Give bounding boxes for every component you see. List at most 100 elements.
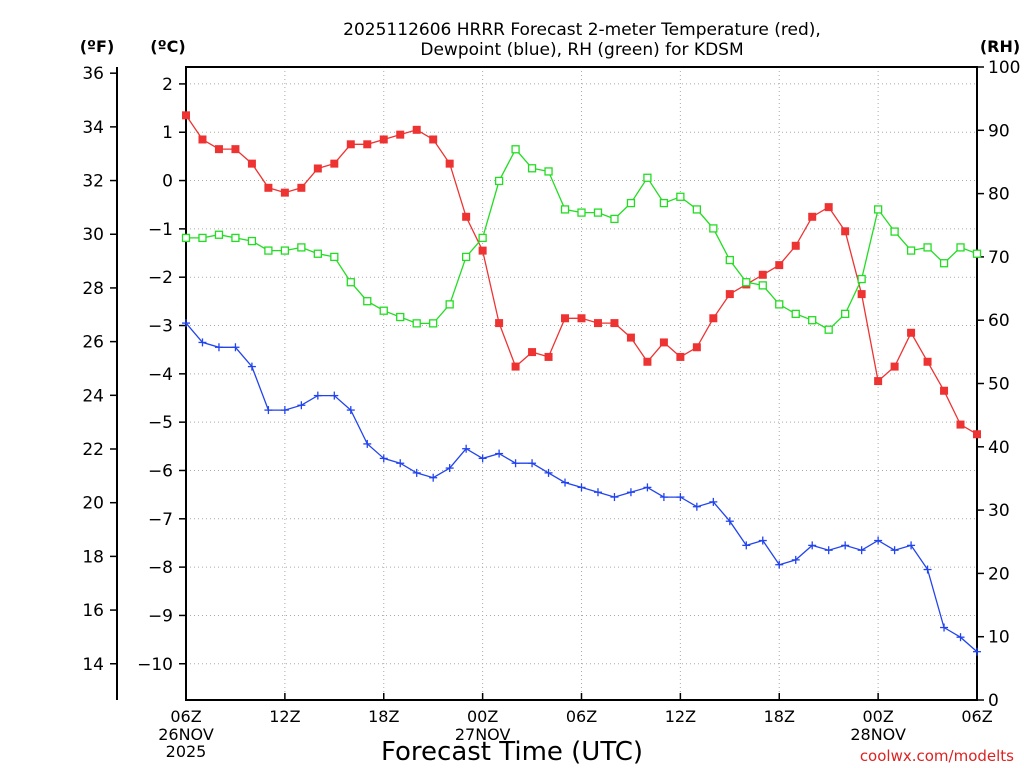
temperature-point — [462, 212, 471, 221]
rh-tick-label: 0 — [988, 691, 999, 711]
temperature-point — [313, 164, 322, 173]
celsius-tick-label: −5 — [148, 413, 173, 433]
celsius-tick-label: −6 — [148, 461, 173, 481]
axes — [110, 66, 984, 701]
temperature-point — [528, 348, 537, 357]
rh-point — [939, 259, 949, 268]
rh-point — [643, 173, 652, 182]
dewpoint-point — [923, 565, 932, 574]
temperature-point — [791, 241, 800, 250]
dewpoint-point — [742, 541, 751, 550]
fahrenheit-tick-label: 16 — [82, 601, 104, 621]
dewpoint-point — [577, 483, 586, 492]
temperature-point — [610, 319, 619, 328]
rh-tick-label: 90 — [988, 121, 1010, 141]
celsius-tick-label: 2 — [162, 75, 173, 95]
temperature-point — [907, 328, 916, 337]
x-tick-date-label: 26NOV — [158, 725, 214, 744]
dewpoint-point — [214, 343, 223, 352]
rh-tick-label: 80 — [988, 185, 1010, 205]
celsius-axis-label: (ºC) — [150, 37, 185, 56]
rh-point — [972, 249, 982, 258]
celsius-tick-label: 1 — [162, 123, 173, 143]
rh-point — [231, 233, 240, 243]
rh-point — [659, 198, 669, 208]
celsius-tick-label: 0 — [162, 172, 173, 192]
fahrenheit-tick-label: 36 — [82, 64, 104, 84]
dewpoint-point — [231, 343, 240, 352]
temperature-point — [775, 261, 784, 270]
temperature-point — [346, 140, 355, 149]
temperature-point — [495, 319, 504, 328]
dewpoint-point — [313, 391, 322, 400]
rh-point — [346, 278, 355, 287]
dewpoint-point — [692, 502, 701, 511]
temperature-point — [511, 362, 520, 371]
rh-point — [890, 227, 899, 236]
temperature-point — [890, 362, 899, 371]
rh-point — [824, 325, 833, 334]
rh-point — [396, 312, 405, 322]
chart-title-line1: 2025112606 HRRR Forecast 2-meter Tempera… — [343, 20, 821, 40]
x-tick-label: 06Z — [170, 707, 201, 726]
dewpoint-point — [725, 517, 734, 526]
rh-point — [330, 252, 339, 262]
rh-point — [873, 205, 883, 214]
temperature-point — [429, 135, 438, 144]
rh-point — [577, 208, 586, 217]
x-tick-label: 12Z — [665, 707, 696, 726]
rh-point — [264, 246, 273, 255]
dewpoint-point — [330, 391, 339, 400]
temperature-point — [593, 319, 602, 328]
temperature-point — [709, 314, 718, 323]
temperature-point — [396, 130, 405, 139]
dewpoint-point — [528, 459, 537, 468]
temperature-point — [412, 125, 421, 134]
dewpoint-point — [561, 478, 570, 487]
temperature-point — [940, 386, 949, 395]
x-axis-title: Forecast Time (UTC) — [381, 737, 643, 767]
rh-point — [181, 233, 191, 243]
temperature-point — [478, 246, 487, 255]
celsius-tick-label: −9 — [148, 606, 173, 626]
dewpoint-point — [363, 439, 372, 448]
temperature-point — [725, 290, 734, 299]
dewpoint-point — [264, 406, 273, 415]
temperature-point — [379, 135, 388, 144]
dewpoint-point — [643, 483, 652, 492]
celsius-tick-label: −8 — [148, 558, 173, 578]
celsius-tick-label: −1 — [148, 220, 173, 240]
data-series — [181, 111, 982, 656]
credit-text: coolwx.com/modelts — [860, 747, 1014, 765]
rh-point — [560, 205, 570, 214]
temperature-point — [874, 377, 883, 386]
rh-tick-label: 70 — [988, 248, 1010, 268]
temperature-point — [280, 188, 289, 197]
rh-point — [742, 278, 751, 287]
series-celsius-plus — [182, 319, 981, 656]
dewpoint-point — [412, 468, 421, 477]
temperature-point — [247, 159, 256, 168]
chart-title-line2: Dewpoint (blue), RH (green) for KDSM — [420, 40, 743, 60]
fahrenheit-tick-label: 20 — [82, 494, 104, 514]
fahrenheit-tick-label: 26 — [82, 333, 104, 353]
x-tick-label: 18Z — [764, 707, 795, 726]
rh-point — [198, 233, 207, 243]
rh-point — [923, 243, 932, 252]
dewpoint-point — [758, 536, 767, 545]
fahrenheit-tick-label: 24 — [82, 386, 104, 406]
dewpoint-point — [346, 406, 355, 415]
temperature-point — [923, 357, 932, 366]
rh-point — [445, 300, 454, 309]
rh-point — [676, 192, 685, 201]
fahrenheit-tick-label: 18 — [82, 547, 104, 567]
rh-point — [527, 164, 537, 173]
dewpoint-point — [956, 633, 965, 642]
dewpoint-point — [495, 449, 504, 458]
dewpoint-point — [890, 546, 899, 555]
rh-point — [214, 230, 224, 239]
dewpoint-point — [676, 493, 685, 502]
dewpoint-point — [182, 319, 190, 328]
rh-point — [841, 309, 850, 319]
